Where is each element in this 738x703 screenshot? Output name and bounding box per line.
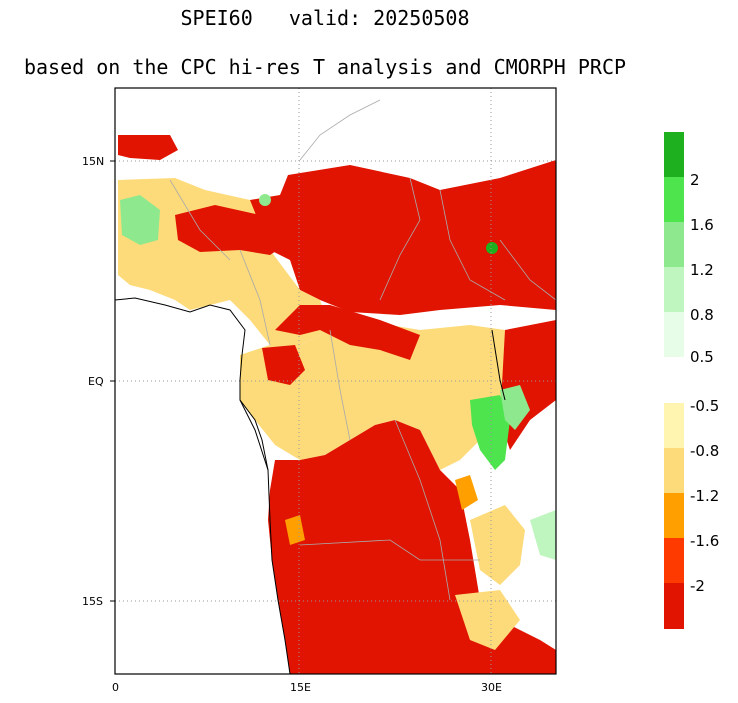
southern-wet-patch [530, 510, 556, 560]
colorbar-label: -0.5 [690, 397, 719, 415]
central-dry-band [275, 305, 420, 360]
grid-lines [115, 88, 556, 674]
congo-mild-region [240, 320, 505, 470]
lat-label-15n: 15N [82, 155, 104, 168]
colorbar-swatch [664, 132, 684, 177]
colorbar-swatch [664, 403, 684, 448]
colorbar-swatch [664, 177, 684, 222]
colorbar-swatch [664, 538, 684, 583]
east-africa-wet-strip [470, 395, 510, 470]
map-panel [115, 88, 556, 674]
colorbar-swatch [664, 222, 684, 267]
moderate-dry-patch [455, 475, 478, 510]
colorbar-label: 0.5 [690, 348, 714, 366]
country-borders [115, 88, 556, 601]
lon-label-0: 0 [112, 681, 119, 694]
colorbar-negative: -0.5 -0.8 -1.2 -1.6 -2 [664, 397, 719, 629]
gabon-dry-patch [262, 345, 305, 385]
colorbar-label: 2 [690, 171, 700, 189]
west-africa-dry-patch [118, 135, 178, 160]
colorbar-label: -1.6 [690, 532, 719, 550]
colorbar-label: -2 [690, 577, 705, 595]
west-africa-mild-region [118, 178, 330, 345]
colorbar-swatch [664, 312, 684, 357]
map-title: SPEI60 valid: 20250508 [180, 6, 470, 30]
wet-spot [259, 194, 271, 206]
east-africa-wet-strip-light [500, 385, 530, 430]
lat-label-15s: 15S [82, 595, 103, 608]
moderate-dry-patch [285, 515, 305, 545]
lat-ticks [110, 160, 115, 602]
colorbar-swatch [664, 493, 684, 538]
map-subtitle: based on the CPC hi-res T analysis and C… [23, 55, 627, 79]
coastlines [115, 297, 506, 674]
colorbar-swatch [664, 267, 684, 312]
wet-spot [486, 242, 498, 254]
colorbar-label: 0.8 [690, 306, 714, 324]
west-africa-wet-patch [120, 195, 160, 245]
colorbar-positive: 2 1.6 1.2 0.8 0.5 [664, 132, 714, 366]
colorbar-label: -0.8 [690, 442, 719, 460]
spei-field [118, 135, 556, 674]
colorbar-swatch [664, 583, 684, 629]
colorbar-label: 1.2 [690, 261, 714, 279]
southern-mild-patch [470, 505, 525, 585]
lon-label-30e: 30E [481, 681, 502, 694]
lat-label-eq: EQ [88, 375, 104, 388]
west-africa-dry-patch [175, 205, 285, 255]
colorbar-label: -1.2 [690, 487, 719, 505]
colorbar-swatch [664, 448, 684, 493]
colorbar-label: 1.6 [690, 216, 714, 234]
southern-mild-patch [455, 590, 520, 650]
lon-label-15e: 15E [290, 681, 311, 694]
